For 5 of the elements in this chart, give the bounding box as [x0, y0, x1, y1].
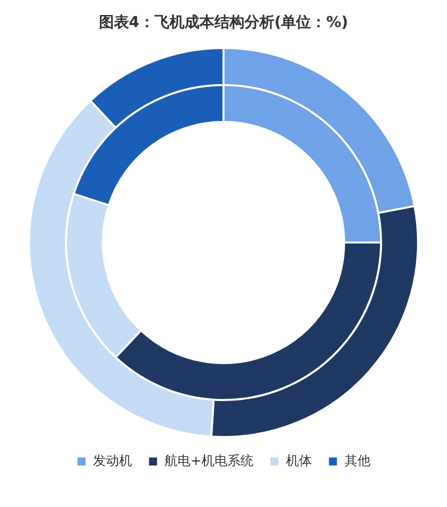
- legend-label: 其他: [344, 454, 370, 469]
- legend-label: 发动机: [93, 454, 132, 469]
- chart-title: 图表4：飞机成本结构分析(单位：%): [98, 12, 348, 31]
- legend-label: 航电+机电系统: [164, 454, 254, 469]
- legend-label: 机体: [286, 454, 312, 469]
